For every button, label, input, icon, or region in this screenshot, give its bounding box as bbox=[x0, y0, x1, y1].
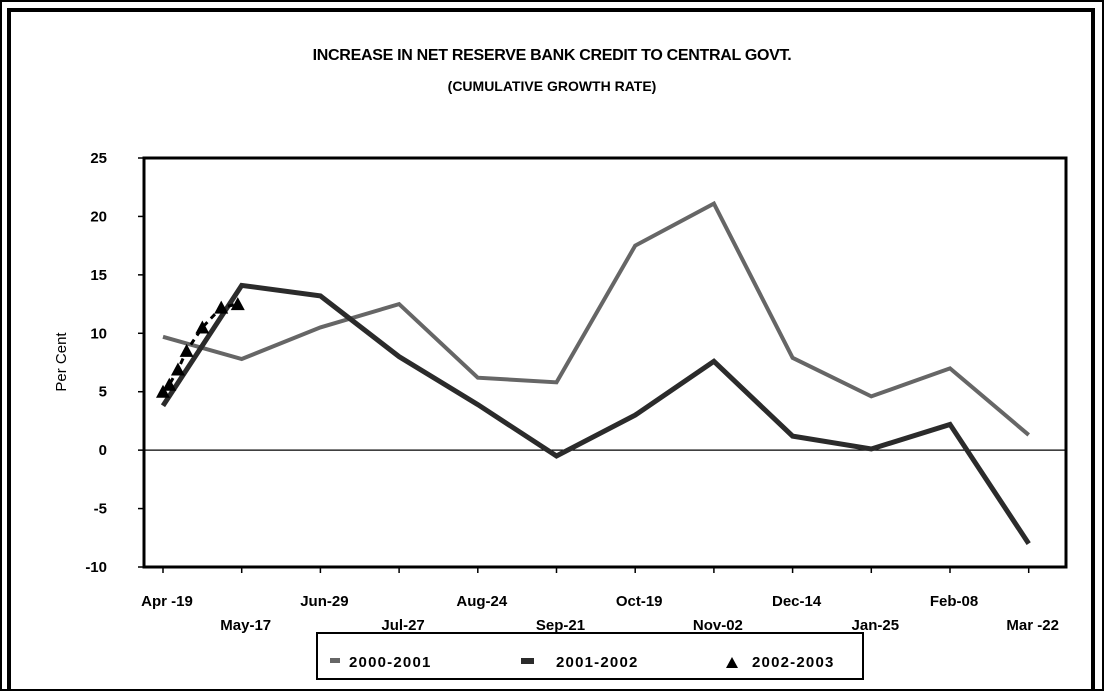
x-tick-label: Feb-08 bbox=[930, 593, 978, 610]
chart-title: INCREASE IN NET RESERVE BANK CREDIT TO C… bbox=[312, 47, 792, 64]
y-axis-label: Per Cent bbox=[53, 332, 70, 392]
series-point-2002-2003 bbox=[195, 320, 210, 334]
series-point-2002-2003 bbox=[179, 343, 194, 357]
x-tick-label: Apr -19 bbox=[141, 593, 193, 610]
chart-subtitle: (CUMULATIVE GROWTH RATE) bbox=[447, 78, 657, 94]
series-point-2002-2003 bbox=[214, 300, 229, 314]
series-point-2002-2003 bbox=[230, 297, 245, 311]
series-point-2002-2003 bbox=[170, 362, 185, 376]
plot-area bbox=[142, 156, 1068, 569]
legend-label-2002-2003: 2002-2003 bbox=[752, 654, 835, 671]
series-layer bbox=[156, 200, 1031, 546]
y-tick-label: 15 bbox=[90, 267, 107, 284]
legend-box bbox=[316, 632, 864, 680]
x-tick-label: Dec-14 bbox=[772, 593, 822, 610]
x-tick-label: Sep-21 bbox=[536, 617, 585, 634]
chart-frame bbox=[7, 8, 1095, 691]
legend: 2000-2001 2001-2002 2002-2003 bbox=[316, 632, 864, 680]
y-tick-label: 10 bbox=[90, 325, 107, 342]
x-tick-label: Aug-24 bbox=[456, 593, 507, 610]
legend-swatch-2000-2001 bbox=[330, 658, 340, 663]
y-tick-label: -10 bbox=[85, 559, 107, 576]
x-tick-label: Mar -22 bbox=[1006, 617, 1059, 634]
y-axis-ticks: 25 20 15 10 5 0 -5 -10 bbox=[85, 150, 144, 576]
legend-label-2000-2001: 2000-2001 bbox=[349, 654, 432, 671]
x-tick-label: Oct-19 bbox=[616, 593, 663, 610]
x-tick-label: Jun-29 bbox=[300, 593, 348, 610]
series-line-2000-2001 bbox=[162, 200, 1030, 437]
x-tick-label: May-17 bbox=[220, 617, 271, 634]
series-line-2001-2002 bbox=[160, 282, 1031, 546]
y-tick-label: 0 bbox=[99, 442, 107, 459]
x-tick-label: Nov-02 bbox=[693, 617, 743, 634]
x-tick-label: Jul-27 bbox=[381, 617, 424, 634]
x-tick-label: Jan-25 bbox=[852, 617, 900, 634]
y-tick-label: 25 bbox=[90, 150, 107, 167]
series-point-2002-2003 bbox=[156, 384, 170, 398]
series-point-2002-2003 bbox=[162, 377, 177, 391]
y-tick-label: -5 bbox=[94, 501, 107, 518]
y-tick-label: 5 bbox=[99, 384, 107, 401]
y-tick-label: 20 bbox=[90, 208, 107, 225]
x-axis-ticks: Apr -19 May-17 Jun-29 Jul-27 Aug-24 Sep-21 Oct… bbox=[141, 567, 1059, 634]
legend-swatch-2001-2002 bbox=[521, 658, 534, 664]
legend-triangle-marker-icon bbox=[726, 657, 738, 668]
legend-label-2001-2002: 2001-2002 bbox=[556, 654, 639, 671]
